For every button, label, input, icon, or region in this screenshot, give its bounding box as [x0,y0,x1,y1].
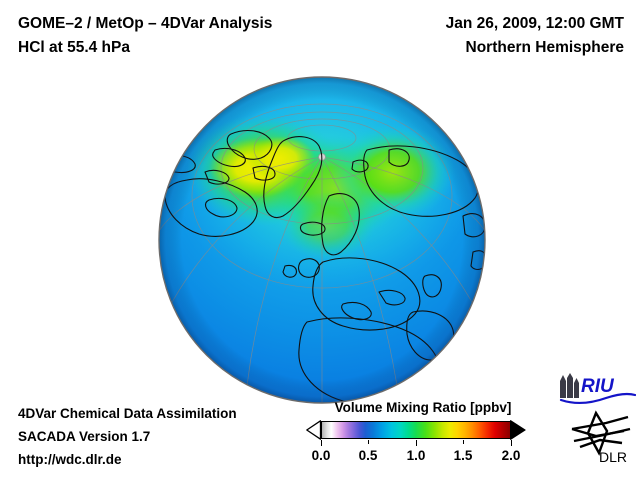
colorbar: Volume Mixing Ratio [ppbv] 0.0 0.5 1.0 [306,400,540,468]
colorbar-ticks [306,440,540,447]
colorbar-label-0: 0.0 [311,448,331,463]
tick-major [511,440,512,446]
colorbar-label-3: 1.5 [453,448,473,463]
colorbar-label-4: 2.0 [501,448,521,463]
riu-logo: RIU [559,373,636,404]
riu-wordmark: RIU [581,376,615,397]
riu-swoosh-icon [559,392,636,404]
header-right: Jan 26, 2009, 12:00 GMT Northern Hemisph… [446,12,624,60]
footer-version: SACADA Version 1.7 [18,429,151,444]
colorbar-gradient [321,421,511,439]
limb-shading [159,77,485,403]
footer-credits: 4DVar Chemical Data Assimilation SACADA … [18,402,237,471]
riu-towers-icon [560,373,579,398]
colorbar-title: Volume Mixing Ratio [ppbv] [334,400,512,415]
globe-outline [158,76,486,404]
dlr-logo: DLR [571,410,631,465]
globe-field [159,77,485,403]
title-timestamp: Jan 26, 2009, 12:00 GMT [445,15,624,32]
tick-minor [368,440,369,444]
tick-major [321,440,322,446]
colorbar-extend-low-icon [306,420,321,440]
colorbar-row [306,420,540,440]
dlr-wordmark: DLR [599,449,627,465]
colorbar-tick-labels: 0.0 0.5 1.0 1.5 2.0 [306,448,540,468]
title-instrument: GOME–2 / MetOp – 4DVar Analysis [18,15,273,32]
globe-map [157,76,487,406]
footer-method: 4DVar Chemical Data Assimilation [18,406,237,421]
tick-minor [463,440,464,444]
colorbar-label-1: 0.5 [358,448,378,463]
colorbar-extend-high-icon [510,420,526,440]
dlr-glyph-icon [571,410,631,456]
footer-url[interactable]: http://wdc.dlr.de [18,452,122,467]
title-species-level: HCl at 55.4 hPa [18,39,130,56]
title-region: Northern Hemisphere [465,39,624,56]
colorbar-label-2: 1.0 [406,448,426,463]
tick-major [416,440,417,446]
header-left: GOME–2 / MetOp – 4DVar Analysis HCl at 5… [18,12,272,60]
